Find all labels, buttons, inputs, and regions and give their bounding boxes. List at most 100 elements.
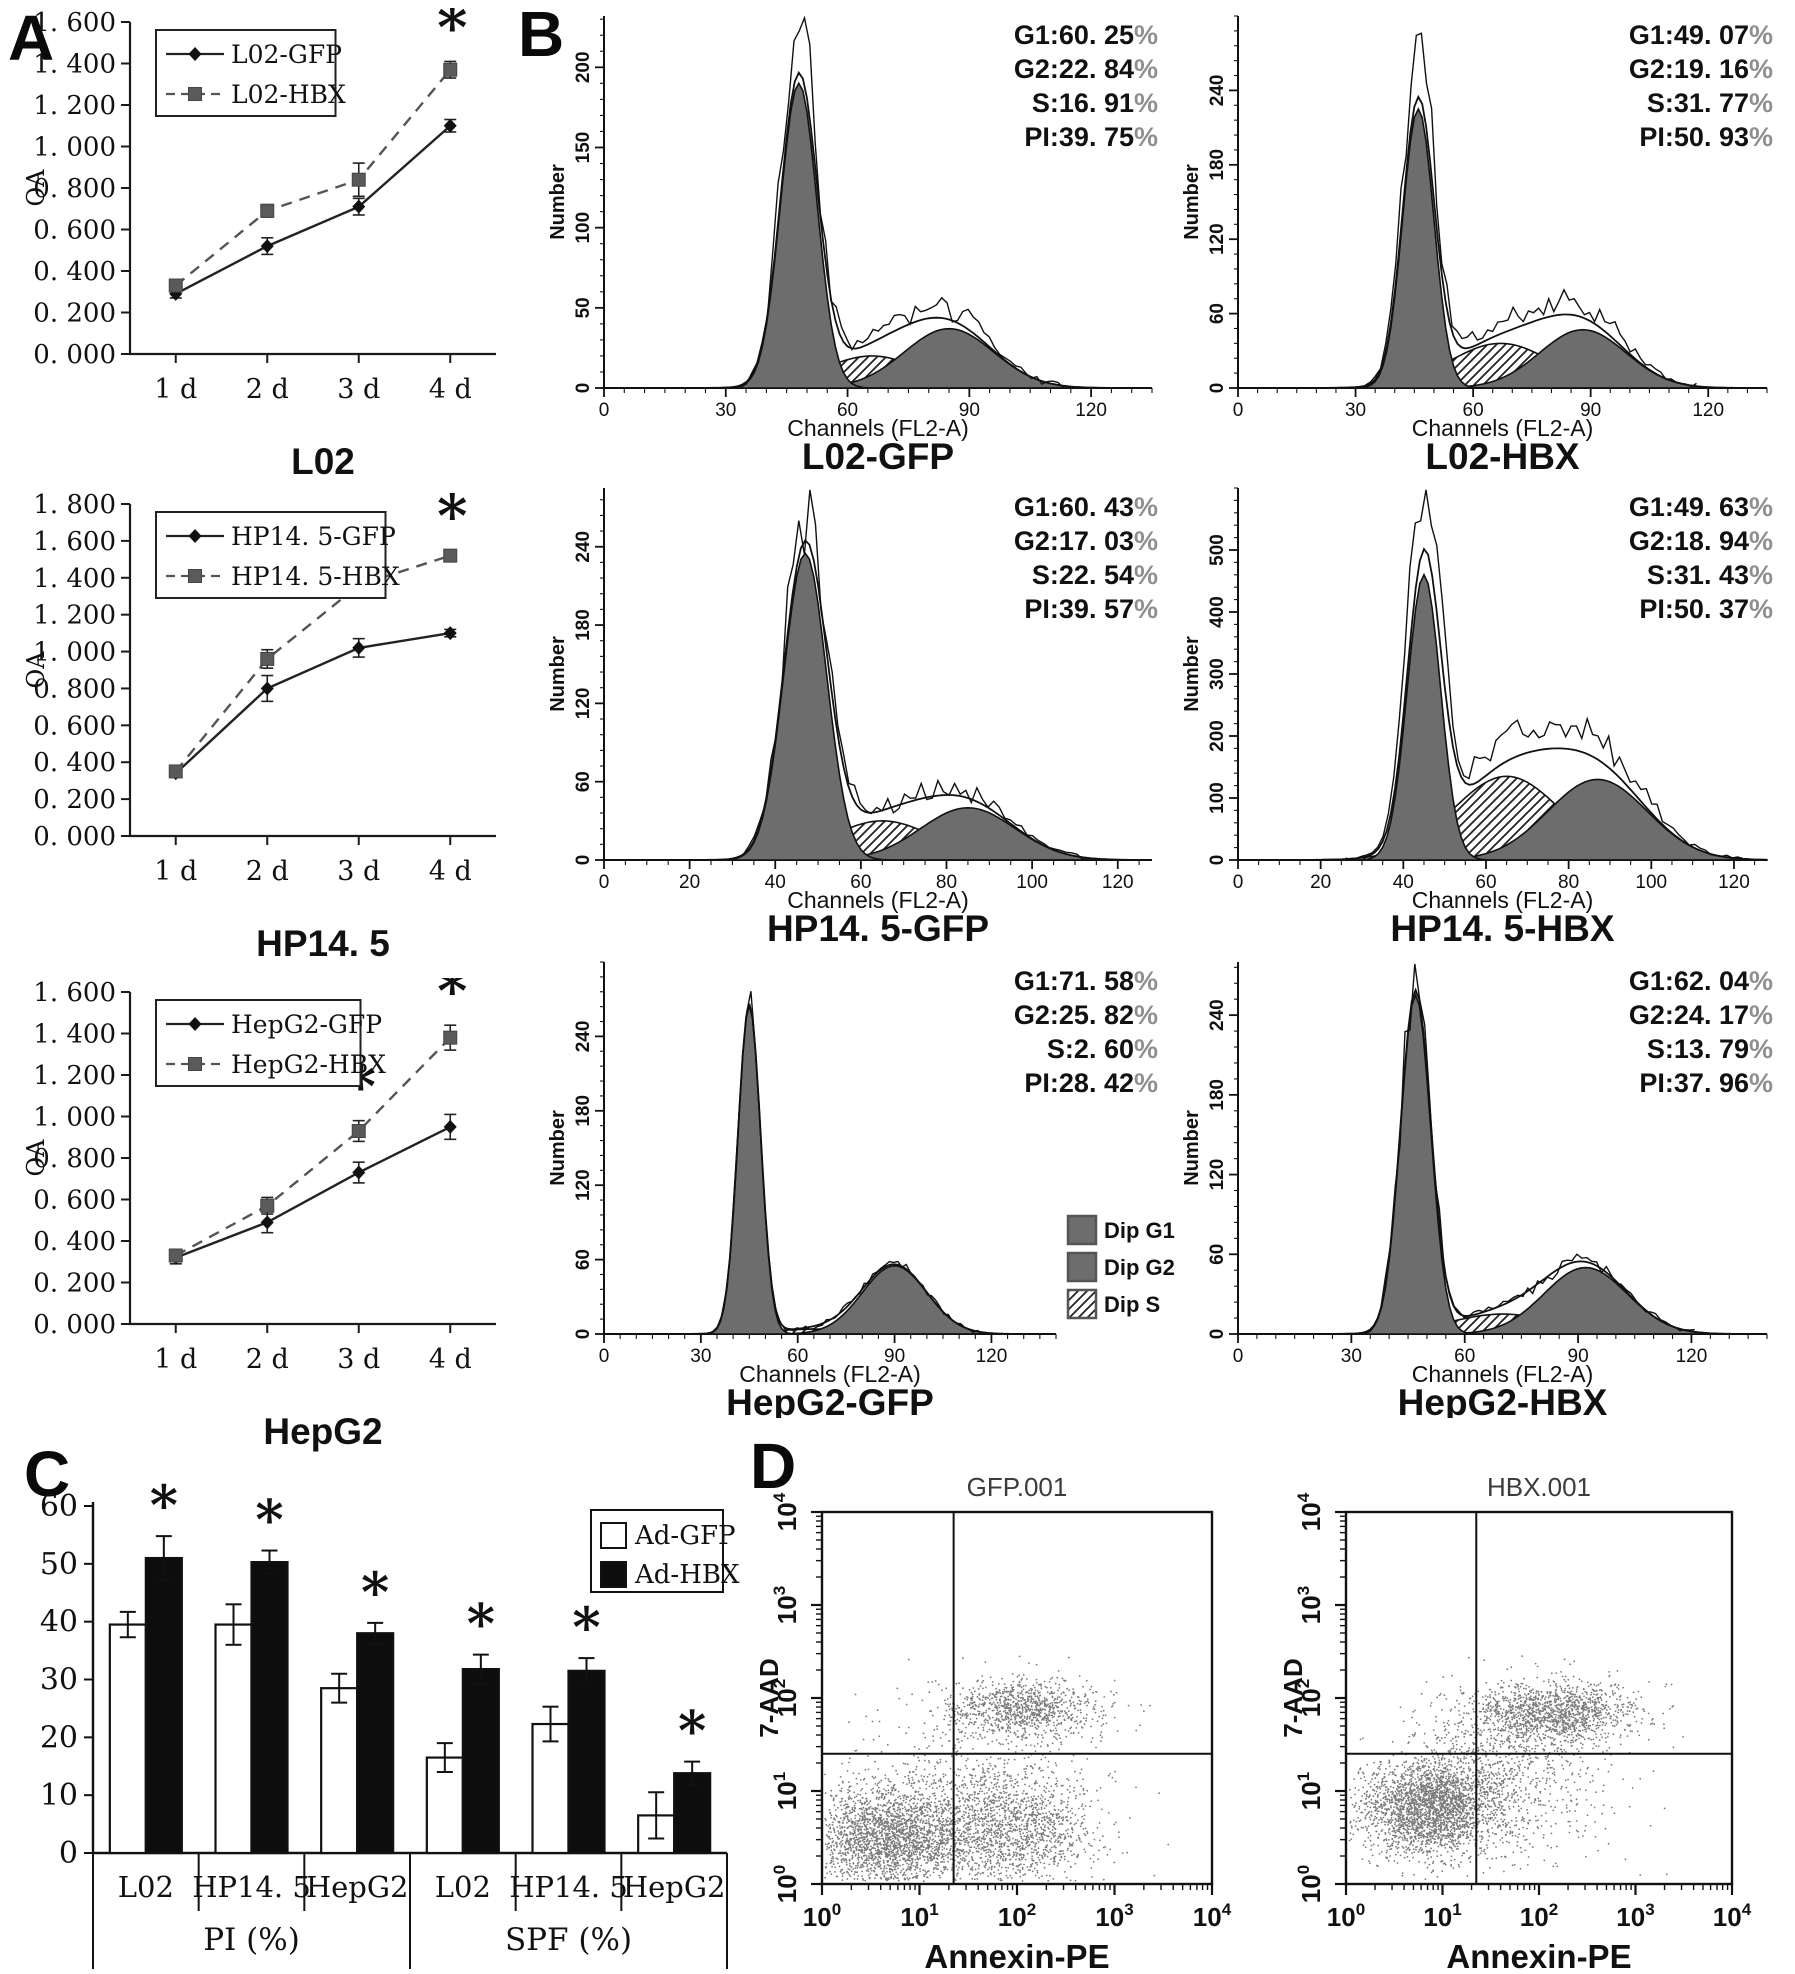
svg-text:20: 20 <box>1310 872 1331 893</box>
line-chart-hp14-5: 0. 000 0. 200 0. 400 0. 600 0. 800 1. 000 1. 2… <box>18 482 508 975</box>
svg-text:0: 0 <box>599 1346 610 1367</box>
svg-text:102: 102 <box>770 1679 802 1717</box>
svg-text:60: 60 <box>1207 303 1228 324</box>
svg-text:0. 200: 0. 200 <box>33 785 116 815</box>
svg-text:L02-HBX: L02-HBX <box>1425 436 1580 472</box>
panel-c-label: C <box>24 1438 71 1510</box>
svg-text:30: 30 <box>40 1663 78 1698</box>
svg-text:0. 200: 0. 200 <box>33 1269 116 1299</box>
svg-text:10: 10 <box>40 1778 78 1813</box>
svg-text:400: 400 <box>1207 596 1228 628</box>
svg-text:50: 50 <box>40 1547 78 1582</box>
svg-text:Number: Number <box>1182 164 1203 240</box>
svg-text:104: 104 <box>1193 1900 1232 1932</box>
svg-text:0. 000: 0. 000 <box>33 1310 116 1340</box>
svg-text:40: 40 <box>40 1605 78 1640</box>
svg-text:0: 0 <box>1207 855 1228 866</box>
svg-text:20: 20 <box>679 872 700 893</box>
svg-text:HP14. 5-GFP: HP14. 5-GFP <box>231 522 396 551</box>
svg-text:4 d: 4 d <box>429 856 472 887</box>
svg-text:G2:24. 17%: G2:24. 17% <box>1629 1000 1773 1030</box>
svg-text:S:16. 91%: S:16. 91% <box>1032 88 1158 118</box>
svg-text:L02-GFP: L02-GFP <box>802 436 954 472</box>
svg-text:1 d: 1 d <box>154 374 197 405</box>
svg-text:*: * <box>467 1592 495 1656</box>
svg-text:60: 60 <box>787 1346 808 1367</box>
svg-text:OA: OA <box>22 169 50 207</box>
svg-text:90: 90 <box>884 1346 905 1367</box>
svg-text:G2:19. 16%: G2:19. 16% <box>1629 54 1773 84</box>
svg-text:PI:50. 93%: PI:50. 93% <box>1639 122 1773 152</box>
svg-text:0: 0 <box>1207 1329 1228 1340</box>
svg-text:G2:25. 82%: G2:25. 82% <box>1014 1000 1158 1030</box>
svg-text:HepG2-GFP: HepG2-GFP <box>231 1010 382 1039</box>
svg-text:1. 200: 1. 200 <box>33 91 116 121</box>
svg-text:S:2. 60%: S:2. 60% <box>1047 1034 1158 1064</box>
svg-text:HP14. 5: HP14. 5 <box>256 923 390 964</box>
svg-text:150: 150 <box>573 132 594 164</box>
svg-text:90: 90 <box>1580 400 1601 421</box>
svg-text:0. 000: 0. 000 <box>33 822 116 852</box>
svg-text:4 d: 4 d <box>429 374 472 405</box>
svg-text:1. 200: 1. 200 <box>33 1061 116 1091</box>
svg-text:HepG2-GFP: HepG2-GFP <box>726 1382 934 1418</box>
svg-text:0: 0 <box>1207 383 1228 394</box>
svg-text:120: 120 <box>1718 872 1750 893</box>
scatter-plot-hbx-001: 100 100 101 101 102 102 103 103 104 104 HBX.001 Ann… <box>1278 1452 1795 1974</box>
svg-text:3 d: 3 d <box>337 1344 380 1375</box>
svg-text:30: 30 <box>1341 1346 1362 1367</box>
svg-text:PI (%): PI (%) <box>203 1922 300 1958</box>
svg-text:1. 600: 1. 600 <box>33 8 116 38</box>
svg-text:2 d: 2 d <box>246 1344 289 1375</box>
svg-text:G1:62. 04%: G1:62. 04% <box>1629 966 1773 996</box>
svg-text:1. 000: 1. 000 <box>33 638 116 668</box>
svg-text:*: * <box>437 8 467 61</box>
svg-text:60: 60 <box>573 1249 594 1270</box>
svg-text:0: 0 <box>599 400 610 421</box>
svg-text:240: 240 <box>1207 75 1228 107</box>
svg-text:120: 120 <box>1075 400 1107 421</box>
svg-text:1 d: 1 d <box>154 856 197 887</box>
svg-text:1. 200: 1. 200 <box>33 601 116 631</box>
svg-text:2 d: 2 d <box>246 856 289 887</box>
svg-text:180: 180 <box>573 1095 594 1127</box>
svg-text:PI:37. 96%: PI:37. 96% <box>1639 1068 1773 1098</box>
svg-text:240: 240 <box>573 1021 594 1053</box>
svg-text:L02: L02 <box>118 1870 174 1904</box>
svg-text:*: * <box>437 490 467 550</box>
svg-text:60: 60 <box>1475 872 1496 893</box>
svg-text:60: 60 <box>1463 400 1484 421</box>
svg-text:120: 120 <box>1102 872 1134 893</box>
svg-text:0. 600: 0. 600 <box>33 711 116 741</box>
svg-text:S:22. 54%: S:22. 54% <box>1032 560 1158 590</box>
svg-text:HP14. 5: HP14. 5 <box>192 1870 311 1904</box>
svg-text:G2:22. 84%: G2:22. 84% <box>1014 54 1158 84</box>
svg-text:PI:39. 57%: PI:39. 57% <box>1024 594 1158 624</box>
svg-text:60: 60 <box>850 872 871 893</box>
svg-text:103: 103 <box>1095 1900 1133 1932</box>
svg-text:PI:50. 37%: PI:50. 37% <box>1639 594 1773 624</box>
svg-text:180: 180 <box>573 609 594 641</box>
svg-text:240: 240 <box>573 531 594 563</box>
flow-histogram-hp14-5-gfp: 0 60 120 180 240 0 20 40 60 80 100 120 G1:60. 43% G2:… <box>547 474 1180 949</box>
svg-text:100: 100 <box>1016 872 1048 893</box>
svg-text:1. 800: 1. 800 <box>33 490 116 520</box>
svg-text:104: 104 <box>770 1492 802 1531</box>
svg-text:1. 600: 1. 600 <box>33 527 116 557</box>
svg-text:0. 800: 0. 800 <box>33 1144 116 1174</box>
svg-text:0. 600: 0. 600 <box>33 1186 116 1216</box>
svg-text:60: 60 <box>573 771 594 792</box>
svg-text:Number: Number <box>548 164 569 240</box>
svg-text:0: 0 <box>599 872 610 893</box>
svg-text:HepG2-HBX: HepG2-HBX <box>1398 1382 1608 1418</box>
line-chart-l02: 0. 000 0. 200 0. 400 0. 600 0. 800 1. 000 1. 2… <box>18 0 508 493</box>
svg-text:Ad-HBX: Ad-HBX <box>634 1560 740 1590</box>
bar-chart-pi-spf: 0 10 20 30 40 50 60 * L02 * HP14. 5 * HepG2 * L02 * HP14… <box>15 1470 760 1974</box>
svg-text:120: 120 <box>976 1346 1008 1367</box>
svg-text:0: 0 <box>1233 1346 1244 1367</box>
flow-histogram-l02-hbx: 0 60 120 180 240 0 30 60 90 120 G1:49. 07% G2:19. 1… <box>1181 2 1795 477</box>
svg-text:Number: Number <box>548 636 569 712</box>
svg-text:100: 100 <box>573 212 594 244</box>
svg-text:0. 400: 0. 400 <box>33 1227 116 1257</box>
svg-text:180: 180 <box>1207 149 1228 181</box>
